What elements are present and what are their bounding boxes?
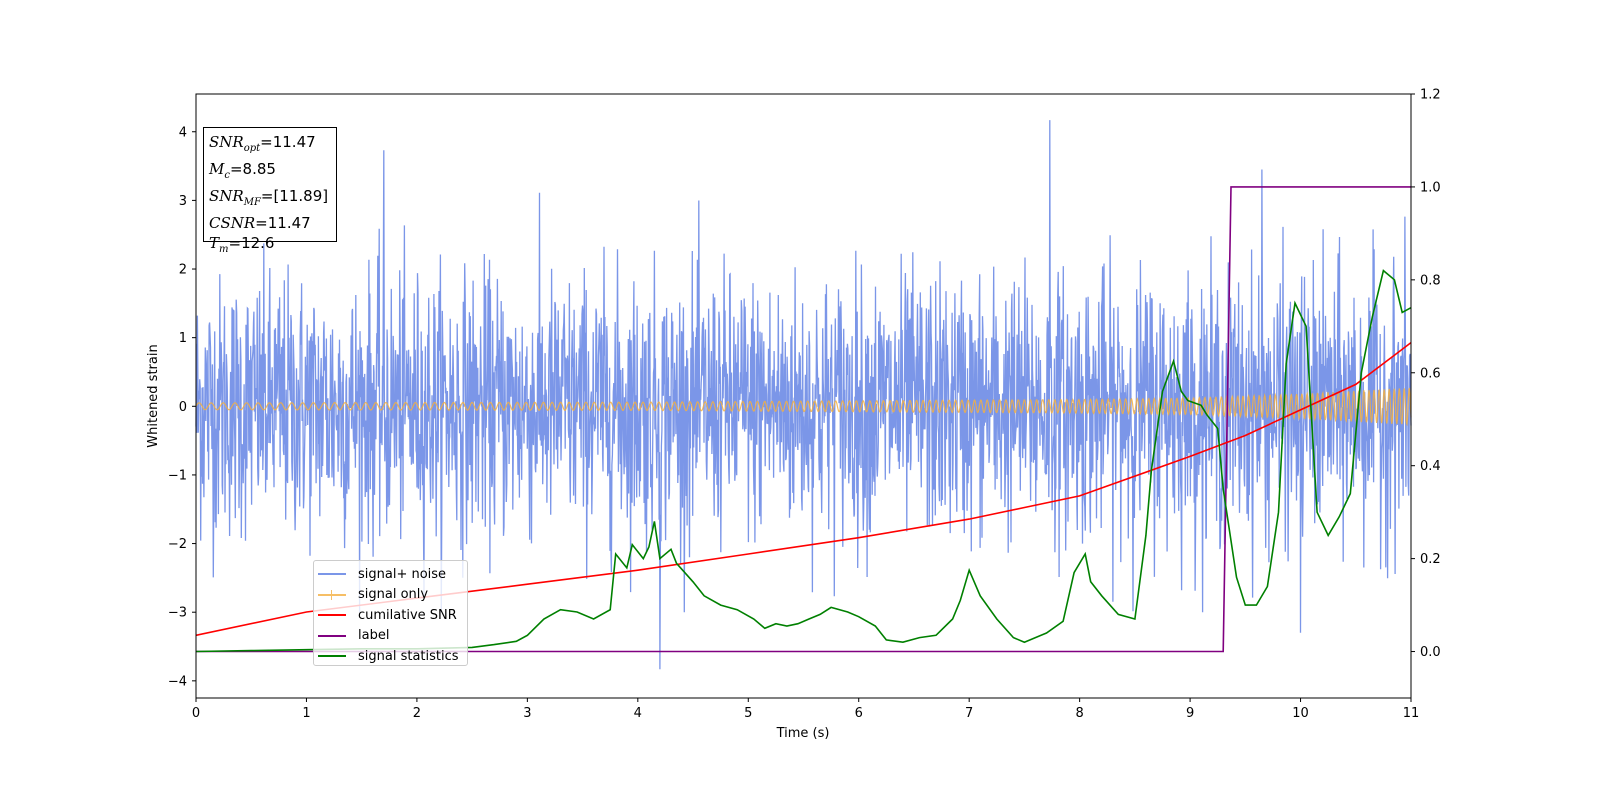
info-box-line: SNRopt=11.47 [209,132,336,159]
label-line [196,186,1411,653]
info-box-line: SNRMF=[11.89] [209,186,336,213]
x-tick-label: 10 [1292,706,1309,721]
signal-only-line [195,387,1412,427]
info-value: =11.47 [255,214,311,232]
x-tick-label: 6 [855,706,863,721]
legend-swatch [318,614,346,617]
y-tick-label: −1 [168,468,187,483]
y-axis-ticks: 4 3 2 1 0 −1 −2 −3 −4 [168,125,196,689]
y2-tick-label: 0.2 [1420,552,1441,567]
x-tick-label: 1 [302,706,310,721]
x-tick-label: 7 [965,706,973,721]
y-tick-label: 3 [179,194,187,209]
signal-plus-noise-series [195,120,1412,670]
info-value: =12.6 [228,234,275,252]
info-value: =11.47 [260,133,316,151]
info-var: M [209,160,225,178]
legend: signal+ noise signal only cumilative SNR la… [313,560,468,666]
info-box-line: CSNR=11.47 [209,213,336,233]
x-tick-label: 2 [413,706,421,721]
info-var: CSNR [209,214,256,232]
info-sub: opt [243,143,261,154]
legend-item: signal statistics [318,646,467,667]
y-tick-label: 4 [179,125,187,140]
y2-axis-ticks: 0.0 0.2 0.4 0.6 0.8 1.0 1.2 [1411,88,1441,660]
info-box: SNRopt=11.47 Mc=8.85 SNRMF=[11.89] CSNR=11.… [203,127,337,255]
y2-tick-label: 1.2 [1420,88,1441,103]
y-tick-label: −3 [168,606,187,621]
legend-item: label [318,626,467,647]
info-value: =[11.89] [260,187,329,205]
info-box-line: Tm=12.6 [209,233,336,260]
x-tick-label: 9 [1186,706,1194,721]
legend-swatch [318,573,346,576]
y2-tick-label: 0.8 [1420,273,1441,288]
x-tick-label: 8 [1075,706,1083,721]
legend-label: signal statistics [358,648,459,664]
legend-item: cumilative SNR [318,605,467,626]
y2-tick-label: 1.0 [1420,180,1441,195]
y2-tick-label: 0.4 [1420,459,1441,474]
info-sub: c [224,170,230,181]
x-axis-ticks: 0 1 2 3 4 5 6 7 8 9 10 11 [192,698,1419,721]
info-sub: m [219,244,229,255]
legend-label: cumilative SNR [358,607,457,623]
signal-plus-noise-line [195,120,1412,670]
x-axis-label: Time (s) [776,726,830,741]
y-axis-label: Whitened strain [146,344,161,447]
info-var: T [209,234,220,252]
legend-label: label [358,628,390,644]
info-var: SNR [209,187,244,205]
legend-swatch [318,655,346,658]
y-tick-label: 1 [179,331,187,346]
x-tick-label: 5 [744,706,752,721]
info-box-line: Mc=8.85 [209,159,336,186]
y2-tick-label: 0.6 [1420,366,1441,381]
y-tick-label: 0 [179,400,187,415]
legend-label: signal+ noise [358,566,447,582]
plot-frame [195,93,1412,699]
y-tick-label: −4 [168,674,187,689]
legend-label: signal only [358,587,429,603]
info-var: SNR [209,133,244,151]
legend-item: signal+ noise [318,564,467,585]
x-tick-label: 3 [523,706,531,721]
y2-tick-label: 0.0 [1420,645,1441,660]
y-tick-label: 2 [179,263,187,278]
legend-swatch [318,634,346,637]
x-tick-label: 4 [634,706,642,721]
x-tick-label: 11 [1403,706,1420,721]
legend-swatch [318,589,346,600]
signal-statistics-line [195,269,1412,653]
info-value: =8.85 [229,160,276,178]
info-sub: MF [243,197,261,208]
x-tick-label: 0 [192,706,200,721]
y-tick-label: −2 [168,537,187,552]
signal-only-series [195,387,1412,427]
legend-item: signal only [318,585,467,606]
